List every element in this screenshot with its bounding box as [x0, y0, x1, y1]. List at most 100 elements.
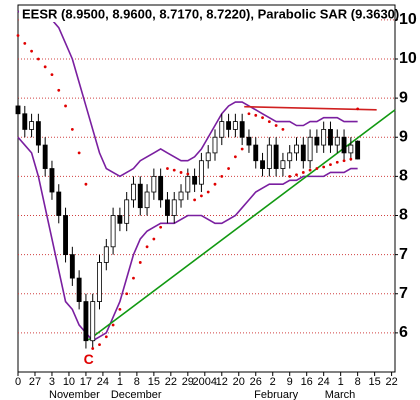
candle-body — [178, 191, 184, 201]
sar-dot — [206, 190, 210, 194]
candle-body — [35, 121, 41, 146]
candle-body — [226, 121, 232, 130]
sar-dot — [111, 323, 115, 327]
x-tick-label: 24 — [97, 376, 109, 388]
x-tick-label: 8 — [355, 376, 361, 388]
candle-body — [246, 136, 252, 146]
candle-body — [124, 199, 130, 224]
x-tick-label: 8 — [134, 376, 140, 388]
x-tick-label: 26 — [250, 376, 262, 388]
sar-dot — [349, 157, 353, 161]
sar-dot — [308, 168, 312, 172]
sar-dot — [50, 73, 54, 77]
sar-dot — [315, 167, 319, 170]
sar-dot — [104, 335, 108, 339]
sar-dot — [166, 167, 169, 170]
sar-dot — [36, 57, 40, 61]
x-tick-label: 22 — [165, 376, 177, 388]
x-tick-label: 12 — [216, 376, 228, 388]
sar-dot — [91, 347, 95, 350]
sar-dot — [98, 343, 101, 347]
sar-dot — [227, 167, 230, 170]
candle-body — [253, 144, 259, 162]
sar-dot — [30, 49, 33, 53]
y-tick-label: 10 — [399, 11, 417, 28]
candle-body — [232, 121, 238, 130]
candle-body — [117, 215, 123, 224]
y-tick-label: 7 — [399, 285, 408, 302]
candle-body — [192, 175, 198, 185]
candle-body — [69, 254, 75, 279]
sar-dot — [132, 276, 135, 280]
sar-dot — [70, 128, 74, 131]
candle-body — [341, 136, 347, 154]
candle-body — [83, 301, 89, 342]
x-tick-label: 22 — [385, 376, 397, 388]
candle-body — [42, 144, 48, 169]
annotation: C — [84, 351, 94, 367]
sar-dot — [84, 182, 88, 186]
candle-body — [56, 191, 62, 216]
y-tick-label: 8 — [399, 207, 408, 224]
sar-dot — [356, 107, 360, 111]
x-tick-label: 2004 — [193, 376, 217, 388]
candle-body — [63, 215, 68, 256]
upper-band — [17, 7, 358, 178]
x-tick-label: 9 — [287, 376, 293, 388]
y-tick-label: 6 — [399, 324, 408, 341]
x-tick-label: 29 — [182, 376, 194, 388]
candle-body — [49, 168, 55, 193]
sar-dot — [342, 159, 346, 163]
candle-body — [307, 136, 313, 162]
candle-body — [151, 175, 157, 193]
sar-dot — [247, 112, 251, 116]
x-tick-label: 3 — [49, 376, 55, 388]
x-month-label: November — [49, 389, 100, 400]
sar-dot — [193, 198, 197, 202]
sar-dot — [335, 160, 339, 164]
sar-dot — [43, 65, 47, 69]
sar-dot — [23, 41, 27, 45]
candle-body — [294, 144, 299, 154]
candle-body — [212, 136, 218, 154]
sar-dot — [145, 245, 149, 249]
candle-body — [273, 144, 279, 169]
sar-dot — [77, 151, 81, 155]
sar-dot — [172, 168, 176, 172]
candle-body — [185, 175, 191, 193]
x-tick-label: 1 — [117, 376, 123, 388]
sar-dot — [118, 307, 122, 311]
candle-body — [328, 129, 333, 146]
candle-body — [103, 246, 109, 263]
candle-body — [239, 121, 245, 138]
x-tick-label: 10 — [63, 376, 75, 388]
candle-body — [198, 160, 204, 185]
sar-dot — [200, 194, 203, 198]
sar-dot — [274, 124, 278, 127]
candle-body — [300, 144, 306, 162]
candle-body — [22, 113, 28, 130]
candle-body — [205, 152, 211, 162]
candle-body — [137, 183, 143, 209]
x-tick-label: 15 — [148, 376, 160, 388]
candle-body — [131, 183, 136, 201]
candle-body — [266, 144, 272, 169]
sar-dot — [125, 292, 129, 296]
sar-dot — [186, 172, 190, 176]
x-month-label: March — [325, 389, 356, 400]
x-tick-label: 2 — [270, 376, 276, 388]
y-tick-label: 7 — [399, 246, 408, 263]
candle-body — [287, 152, 293, 162]
candle-body — [314, 136, 320, 146]
sar-dot — [16, 34, 20, 37]
y-tick-label: 9 — [399, 89, 408, 106]
sar-dot — [254, 113, 258, 117]
sar-dot — [233, 155, 237, 159]
x-month-label: February — [254, 389, 299, 400]
trendline — [244, 105, 377, 111]
candle-body — [280, 160, 286, 169]
candle-body — [144, 191, 150, 209]
plot-area — [17, 4, 396, 373]
candle-body — [334, 136, 340, 146]
candle-body — [110, 215, 116, 248]
